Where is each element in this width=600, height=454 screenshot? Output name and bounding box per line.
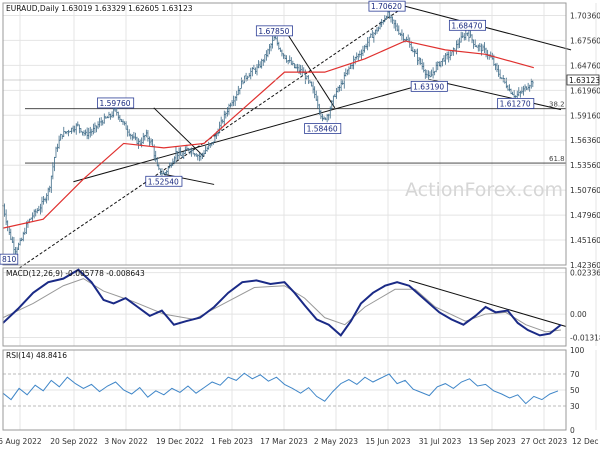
price-annotation-box [0,253,19,265]
price-annotation-box [497,98,535,109]
x-tick-label: 2 May 2023 [314,437,358,446]
price-annotation-label: 1.70620 [371,2,402,11]
x-tick-label: 15 Jun 2023 [365,437,410,446]
price-annotation-box [97,97,135,109]
price-annotation-label: 1.63190 [413,82,444,91]
price-annotation-label: 1.61270 [500,99,531,108]
price-tick-label: 1.45160 [570,236,600,245]
rsi-tick-label: 70 [570,370,580,379]
x-tick-label: 5 Aug 2022 [0,437,42,446]
macd-tick-label: -0.013186 [570,333,600,342]
rsi-tick-label: 0 [570,426,575,435]
price-panel-frame [2,2,567,266]
chart-header: EURAUD,Daily 1.63019 1.63329 1.62605 1.6… [6,4,193,13]
macd-title: MACD(12,26,9) -0.005778 -0.008643 [6,269,145,278]
x-tick-label: 31 Jul 2023 [419,437,462,446]
price-annotation-box [448,19,486,31]
rsi-tick-label: 100 [570,346,585,355]
watermark-text: ActionForex.com [405,179,563,201]
price-annotation-box [255,25,293,37]
x-tick-label: 27 Oct 2023 [521,437,568,446]
current-price-box [566,74,600,86]
dashed-trendline [18,5,406,269]
x-tick-label: 12 Dec 2023 [572,437,600,446]
price-annotation-box [304,123,342,134]
price-tick-label: 1.59160 [570,111,600,120]
price-tick-label: 1.56360 [570,136,600,145]
price-annotation-label: 1.58460 [307,125,338,134]
trendline [429,78,562,111]
price-annotation-label: 1.52540 [148,177,179,186]
x-tick-label: 19 Dec 2022 [156,437,204,446]
rsi-title: RSI(14) 48.8416 [6,351,67,360]
x-tick-label: 20 Sep 2022 [50,437,98,446]
macd-tick-label: 0.00 [570,310,587,319]
price-annotation-label: 810 [2,255,17,264]
macd-tick-label: 0.023366 [570,269,600,278]
price-tick-label: 1.61960 [570,86,600,95]
price-annotation-box [145,175,183,187]
x-tick-label: 1 Feb 2023 [211,437,253,446]
macd-line [2,268,562,337]
fib-level-label: 38.2 [549,101,565,109]
price-tick-label: 1.53560 [570,161,600,170]
price-tick-label: 1.50760 [570,186,600,195]
macd-trendline [409,279,567,327]
price-annotation-label: 1.68470 [451,21,482,30]
price-tick-label: 1.47960 [570,211,600,220]
price-annotation-box [410,80,448,92]
trendline [153,107,205,158]
x-tick-label: 3 Nov 2022 [104,437,147,446]
rsi-panel-frame [2,349,567,431]
macd-panel-frame [2,267,567,347]
price-tick-label: 1.64760 [570,61,600,70]
current-price-label: 1.63123 [569,76,600,85]
fib-level-label: 61.8 [549,155,565,163]
price-tick-label: 1.67560 [570,36,600,45]
rsi-line [2,372,559,405]
price-annotation-label: 1.67850 [258,27,289,36]
trendline [405,5,572,51]
x-tick-label: 13 Sep 2023 [468,437,516,446]
trendline [73,80,436,183]
price-annotation-box [368,0,406,12]
macd-signal-line [2,278,562,333]
rsi-tick-label: 50 [570,386,580,395]
rsi-tick-label: 30 [570,402,580,411]
trendline [284,29,336,109]
price-annotation-label: 1.59760 [100,99,131,108]
price-tick-label: 1.42360 [570,261,600,270]
moving-average-line [2,40,534,229]
price-tick-label: 1.70360 [570,11,600,20]
x-tick-label: 17 Mar 2023 [260,437,308,446]
